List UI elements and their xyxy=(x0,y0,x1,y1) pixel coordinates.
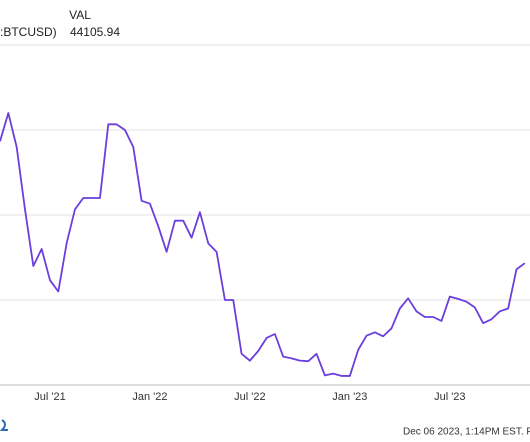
footer: Dec 06 2023, 1:14PM EST. Powered b xyxy=(403,427,530,438)
x-tick-label: Jul '22 xyxy=(234,391,265,403)
x-tick-label: Jan '23 xyxy=(332,391,367,403)
x-tick-label: Jul '21 xyxy=(34,391,65,403)
x-tick-label: Jan '22 xyxy=(132,391,167,403)
legend-header: VAL xyxy=(69,8,91,22)
price-line xyxy=(0,112,526,377)
legend-latest-value: 44105.94 xyxy=(70,25,120,39)
x-tick-label: Jul '23 xyxy=(434,391,465,403)
legend-series-name: :BTCUSD) xyxy=(0,25,57,39)
logo xyxy=(0,419,8,431)
